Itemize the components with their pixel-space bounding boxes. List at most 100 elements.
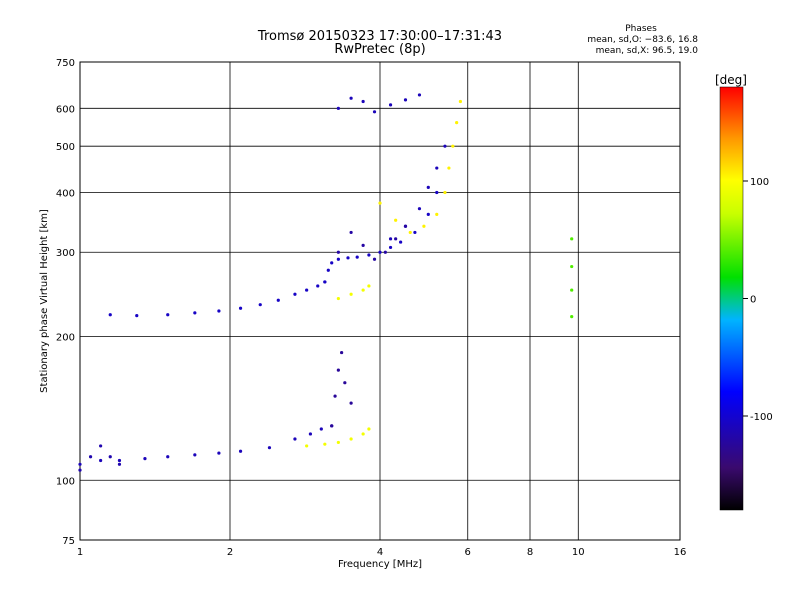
data-point <box>451 144 455 148</box>
data-point <box>378 201 382 205</box>
data-point <box>343 381 347 385</box>
colorbar <box>719 86 744 511</box>
x-tick-label: 6 <box>465 547 471 558</box>
data-point <box>117 458 122 463</box>
data-point <box>336 296 340 301</box>
data-point <box>217 309 221 313</box>
colorbar-label: [deg] <box>715 73 747 87</box>
data-point <box>88 455 93 459</box>
data-point <box>443 144 447 148</box>
data-point <box>570 237 574 241</box>
data-point <box>361 288 365 292</box>
data-point <box>372 110 377 114</box>
data-point <box>143 457 147 461</box>
data-point <box>383 250 387 254</box>
colorbar-ticks: 100 0 -100 <box>743 177 773 423</box>
data-point <box>166 313 170 317</box>
data-point <box>394 218 398 222</box>
x-axis-label: Frequency [MHz] <box>338 559 422 570</box>
data-point <box>238 449 243 453</box>
data-point <box>570 315 574 319</box>
data-point <box>323 280 327 284</box>
x-axis-ticks: 1 2 4 6 8 10 16 <box>77 547 687 558</box>
data-point <box>355 255 359 259</box>
data-point <box>413 230 417 235</box>
y-tick-label: 200 <box>56 332 75 343</box>
data-point <box>443 190 447 195</box>
y-axis-ticks: 75 100 200 300 400 500 600 750 <box>56 58 75 547</box>
data-point <box>361 99 365 104</box>
data-point <box>267 446 272 450</box>
data-point <box>308 432 313 436</box>
data-point <box>78 468 82 472</box>
data-point <box>336 250 340 254</box>
data-point <box>238 306 243 310</box>
chart-subtitle: RwPretec (8p) <box>334 42 425 57</box>
x-tick-label: 1 <box>77 547 83 558</box>
data-point <box>336 106 340 110</box>
colorbar-tick-label: 100 <box>750 177 769 188</box>
legend-line-x: mean, sd,X: 96.5, 19.0 <box>596 46 699 56</box>
data-point <box>258 303 262 307</box>
data-point <box>166 455 170 459</box>
data-point <box>326 268 330 272</box>
data-point <box>330 424 334 428</box>
data-point <box>217 451 221 455</box>
y-axis-label: Stationary phase Virtual Height [km] <box>39 209 50 393</box>
data-points <box>78 93 574 472</box>
data-point <box>78 462 82 466</box>
data-point <box>417 207 422 211</box>
x-tick-label: 2 <box>227 547 233 558</box>
data-point <box>319 427 323 431</box>
x-tick-label: 8 <box>527 547 533 558</box>
data-point <box>293 292 297 296</box>
data-point <box>117 462 122 466</box>
data-point <box>399 240 403 244</box>
data-point <box>570 288 574 292</box>
data-point <box>276 298 280 302</box>
data-point <box>305 444 309 448</box>
data-point <box>340 350 344 355</box>
x-tick-label: 4 <box>377 547 383 558</box>
y-tick-label: 600 <box>56 104 75 115</box>
data-point <box>349 437 353 441</box>
data-point <box>346 256 350 260</box>
data-point <box>99 444 103 448</box>
data-point <box>336 440 340 445</box>
data-point <box>361 243 365 248</box>
data-point <box>422 224 426 228</box>
colorbar-tick-label: -100 <box>750 412 773 423</box>
data-point <box>323 442 327 446</box>
data-point <box>455 121 459 125</box>
data-point <box>403 98 408 102</box>
y-tick-label: 100 <box>56 476 75 487</box>
data-point <box>426 185 430 189</box>
data-point <box>447 166 451 170</box>
y-tick-label: 750 <box>56 58 75 69</box>
plot-area: 1 2 4 6 8 10 16 75 100 200 300 400 500 600 750 <box>56 58 686 558</box>
data-point <box>336 257 340 261</box>
data-point <box>367 253 371 257</box>
data-point <box>108 455 112 459</box>
data-point <box>435 166 439 170</box>
data-point <box>330 261 334 265</box>
colorbar-tick-label: 0 <box>750 295 756 306</box>
data-point <box>388 103 393 107</box>
data-point <box>408 230 412 235</box>
data-point <box>135 314 139 318</box>
chart-title: Tromsø 20150323 17:30:00–17:31:43 <box>257 29 502 44</box>
y-tick-label: 75 <box>62 536 75 547</box>
data-point <box>367 284 371 288</box>
y-tick-label: 400 <box>56 188 75 199</box>
data-point <box>349 401 353 405</box>
data-point <box>435 212 439 216</box>
data-point <box>316 284 320 288</box>
data-point <box>108 313 112 317</box>
data-point <box>388 237 393 241</box>
data-point <box>417 93 422 97</box>
data-point <box>349 230 353 235</box>
data-point <box>361 432 365 436</box>
x-tick-label: 16 <box>674 547 687 558</box>
legend-line-o: mean, sd,O: −83.6, 16.8 <box>587 35 698 45</box>
